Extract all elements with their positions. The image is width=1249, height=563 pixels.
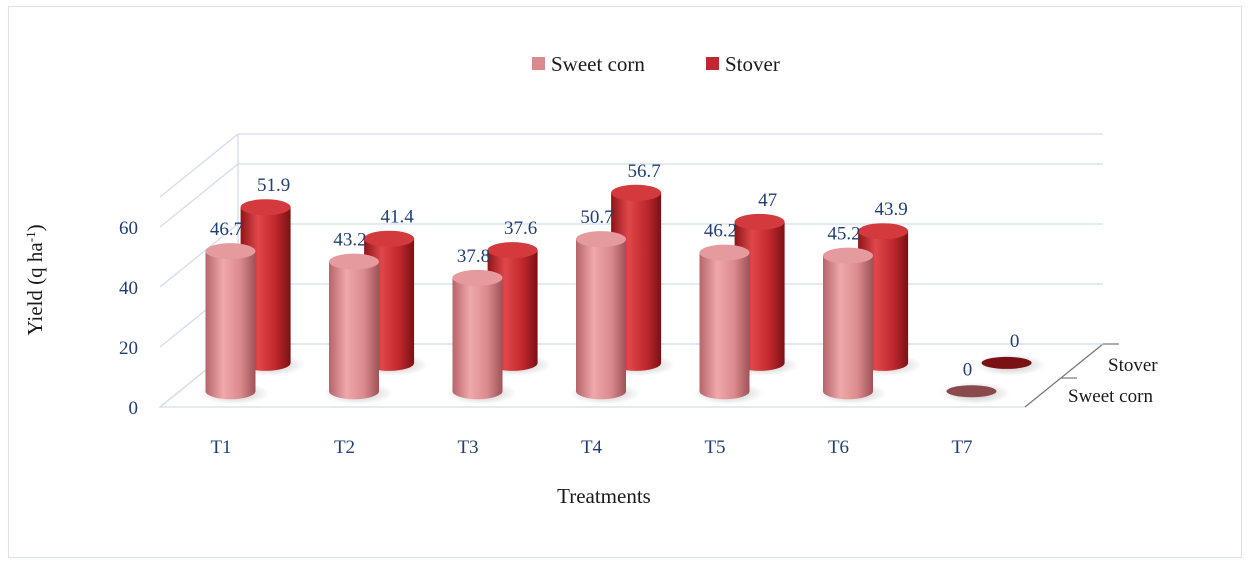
- data-label-stover: 0: [1010, 331, 1020, 352]
- data-label-sweet-corn: 0: [963, 359, 973, 380]
- x-tick-labels: T1 T2 T3 T4 T5 T6 T7: [210, 437, 972, 458]
- x-axis-title: Treatments: [557, 484, 651, 508]
- side-gridline: [159, 163, 239, 228]
- x-tick-label: T2: [334, 437, 355, 458]
- bar-sweet-corn-t4: [570, 231, 640, 405]
- x-tick-label: T7: [951, 437, 972, 458]
- depth-axis-line: [1024, 343, 1104, 408]
- depth-label-stover: Stover: [1108, 355, 1158, 376]
- bar-sweet-corn-t6: [817, 247, 887, 405]
- data-label-stover: 43.9: [874, 199, 907, 220]
- bar-sweet-corn-t7: [940, 382, 1011, 405]
- bar-sweet-corn-t2: [323, 253, 393, 405]
- chart-frame: [8, 6, 1242, 558]
- data-label-sweet-corn: 43.2: [333, 230, 366, 251]
- side-gridline: [159, 223, 239, 288]
- x-tick-label: T5: [704, 437, 725, 458]
- data-label-stover: 37.6: [504, 218, 537, 239]
- bars: [199, 184, 1046, 405]
- y-tick-labels: 0 20 40 60: [119, 218, 138, 419]
- legend-label-stover: Stover: [725, 52, 780, 76]
- legend-swatch-sweet-corn: [532, 57, 545, 70]
- x-tick-label: T4: [581, 437, 603, 458]
- bar-sweet-corn-t3: [446, 269, 517, 405]
- y-tick-label: 60: [119, 218, 138, 239]
- legend-label-sweet-corn: Sweet corn: [551, 52, 645, 76]
- data-label-sweet-corn: 46.7: [210, 219, 243, 240]
- legend: Sweet corn Stover: [532, 52, 780, 76]
- data-label-sweet-corn: 46.2: [704, 221, 737, 242]
- side-gridline: [159, 133, 239, 198]
- bar-stover-t7: [975, 353, 1046, 376]
- legend-swatch-stover: [706, 57, 719, 70]
- data-label-sweet-corn: 50.7: [580, 207, 613, 228]
- x-tick-label: T6: [828, 437, 849, 458]
- y-axis-title: Yield (q ha-1): [23, 224, 48, 335]
- y-tick-label: 0: [129, 398, 139, 419]
- x-tick-label: T1: [210, 437, 231, 458]
- bar-sweet-corn-t1: [199, 243, 270, 405]
- x-tick-label: T3: [457, 437, 478, 458]
- y-tick-label: 40: [119, 278, 138, 299]
- data-label-stover: 47: [758, 190, 777, 211]
- data-label-stover: 41.4: [380, 207, 414, 228]
- data-label-sweet-corn: 45.2: [827, 224, 860, 245]
- data-label-sweet-corn: 37.8: [457, 246, 490, 267]
- data-labels: 51.9 41.4 37.6 56.7 47 43.9 0 46.7 43.2 37.8 50.7 4…: [210, 161, 1019, 380]
- data-label-stover: 51.9: [257, 175, 290, 196]
- data-label-stover: 56.7: [627, 161, 660, 182]
- depth-label-sweet-corn: Sweet corn: [1068, 386, 1153, 407]
- bar-sweet-corn-t5: [693, 244, 764, 405]
- y-tick-label: 20: [119, 338, 138, 359]
